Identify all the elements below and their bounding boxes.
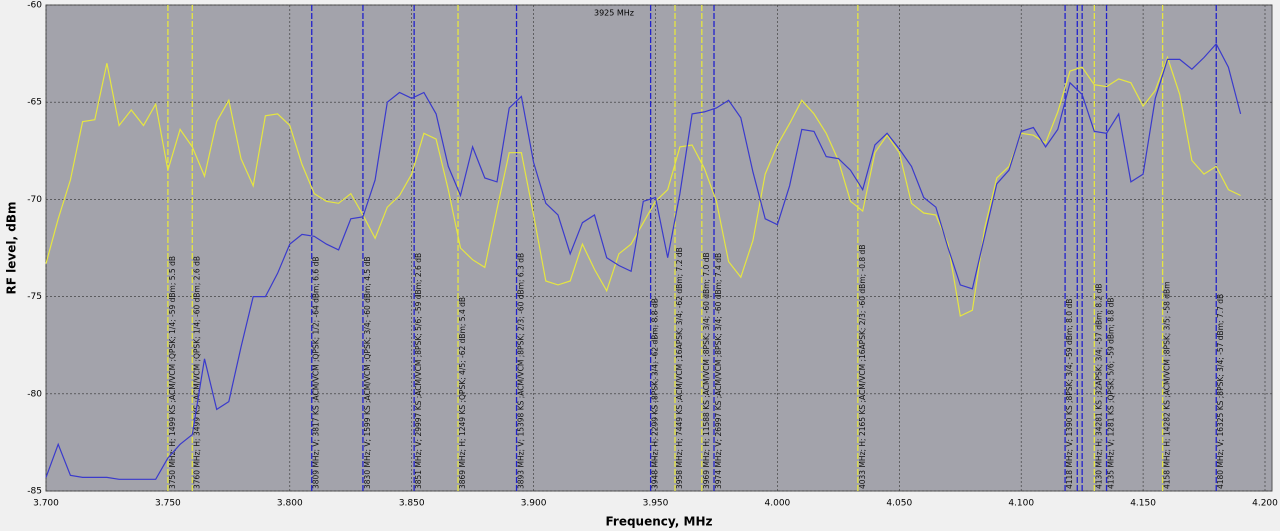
x-tick-label: 3.750 [155, 499, 181, 509]
marker-label: 3830 MHz; V; 1599 KS ;ACM/VCM ;QPSK; 3/4… [363, 257, 372, 490]
y-tick-label: -65 [27, 98, 42, 108]
marker-label: 3760 MHz; H; 3499 KS ;ACM/VCM ;QPSK; 1/4… [192, 256, 201, 489]
marker-label: 4033 MHz; H; 2165 KS ;ACM/VCM ;16APSK; 2… [858, 245, 867, 489]
y-axis-label: RF level, dBm [5, 202, 19, 295]
x-tick-label: 4.200 [1252, 499, 1278, 509]
marker-label: 3958 MHz; H; 7449 KS ;ACM/VCM ;16APSK; 3… [675, 247, 684, 489]
x-tick-label: 3.700 [33, 499, 59, 509]
y-tick-label: -85 [27, 487, 42, 497]
marker-label: 3869 MHz; H; 1249 KS ;QPSK; 4/5; -62 dBm… [458, 297, 467, 489]
marker-label: 3809 MHz; V; 3817 KS ;ACM/VCM ;QPSK; 1/2… [312, 257, 321, 490]
x-tick-label: 3.900 [521, 499, 547, 509]
x-tick-label: 4.000 [765, 499, 791, 509]
y-tick-label: -75 [27, 292, 42, 302]
x-tick-label: 4.100 [1008, 499, 1034, 509]
marker-label: 4130 MHz; H; 34281 KS ;32APSK; 3/4; -57 … [1094, 283, 1103, 489]
marker-label: 3893 MHz; V; 15398 KS ;ACM/VCM ;8PSK; 2/… [517, 253, 526, 489]
marker-label: 3974 MHz; V; 26997 KS ;ACM/VCM ;8PSK; 3/… [714, 253, 723, 489]
x-tick-label: 4.050 [886, 499, 912, 509]
marker-label: 3969 MHz; H; 11588 KS ;ACM/VCM ;8PSK; 3/… [702, 252, 711, 489]
marker-label: 3851 MHz; V; 29997 KS ;ACM/VCM ;8PSK; 5/… [414, 253, 423, 489]
x-tick-label: 4.150 [1130, 499, 1156, 509]
y-tick-label: -70 [27, 195, 42, 205]
marker-label: 3750 MHz; H; 1499 KS ;ACM/VCM ;QPSK; 1/4… [168, 256, 177, 489]
marker-label: 4158 MHz; H; 14282 KS ;ACM/VCM ;8PSK; 3/… [1163, 281, 1172, 489]
x-tick-label: 3.800 [277, 499, 303, 509]
marker-label: 4118 MHz; V; 1390 KS ;8PSK; 3/4; -59 dBm… [1065, 299, 1074, 489]
plot-area [45, 4, 1273, 492]
series-line [45, 42, 1242, 480]
y-tick-label: -60 [27, 1, 42, 11]
y-tick-label: -80 [27, 389, 42, 399]
marker-label: 3948 MHz; H; 2299 KS ;8PSK; 3/4; -62 dBm… [651, 298, 660, 489]
annotation: 3925 MHz [594, 9, 634, 18]
x-tick-label: 3.950 [643, 499, 669, 509]
marker-label: 4135 MHz; V; 1281 KS ;QPSK; 5/6; -59 dBm… [1107, 297, 1116, 489]
x-axis-label: Frequency, MHz [605, 515, 712, 529]
x-tick-label: 3.850 [399, 499, 425, 509]
marker-label: 4180 MHz; V; 16325 KS ;8PSK; 3/4; -57 dB… [1216, 294, 1225, 489]
